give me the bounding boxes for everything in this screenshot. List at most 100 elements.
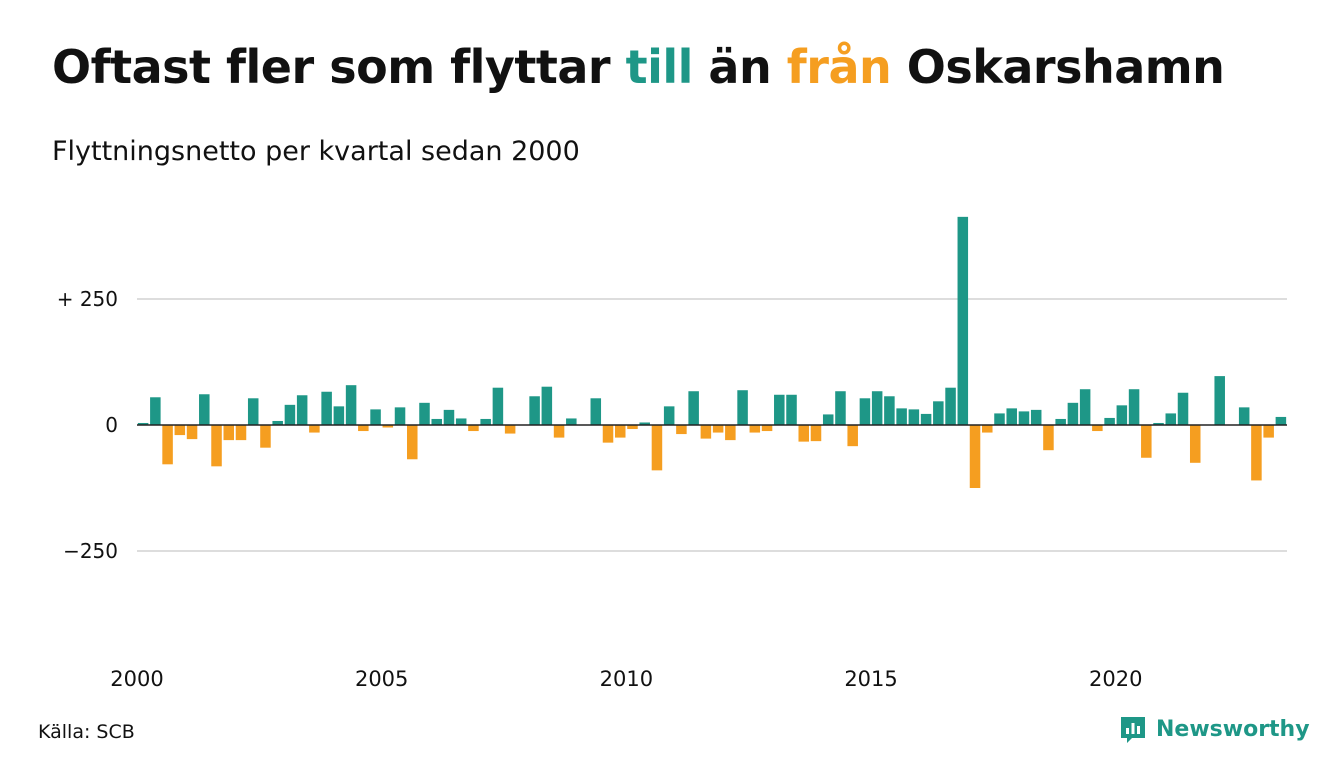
bar — [468, 425, 479, 432]
title-part-3: Oskarshamn — [891, 40, 1225, 94]
bar — [186, 425, 198, 440]
bar — [235, 425, 247, 441]
bar — [982, 425, 993, 433]
bar — [247, 398, 259, 425]
bar — [137, 422, 149, 425]
bar — [908, 409, 920, 425]
source-note: Källa: SCB — [38, 721, 135, 743]
bar — [700, 425, 712, 439]
bar — [1263, 425, 1274, 438]
bar — [174, 425, 186, 436]
bar — [737, 390, 748, 425]
bar — [676, 425, 687, 435]
bar — [602, 425, 614, 443]
bar — [443, 409, 455, 425]
bar — [712, 425, 724, 433]
bar — [822, 414, 834, 425]
x-tick-label: 2005 — [355, 667, 408, 691]
bar — [786, 394, 797, 425]
bar — [1177, 392, 1189, 425]
bar — [896, 408, 907, 425]
x-tick-label: 2010 — [600, 667, 653, 691]
bar — [492, 387, 504, 425]
title-fran: från — [786, 40, 892, 94]
bar — [370, 409, 381, 425]
bar — [150, 397, 161, 425]
bar — [1214, 376, 1225, 425]
bar — [321, 391, 332, 425]
bar — [1116, 405, 1128, 425]
bar-chart: + 250 0 −250 2000 2005 2010 2015 2020 — [57, 216, 1287, 691]
bar — [614, 425, 626, 438]
bar — [1067, 402, 1079, 425]
bar — [933, 401, 944, 425]
bar — [969, 425, 981, 488]
bar — [1251, 425, 1262, 481]
bar — [810, 425, 822, 442]
bar — [1141, 425, 1152, 458]
bar — [1165, 413, 1177, 425]
chart-subtitle: Flyttningsnetto per kvartal sedan 2000 — [52, 136, 580, 167]
bar — [994, 413, 1005, 425]
bar — [1006, 408, 1017, 425]
bar — [774, 394, 785, 425]
bar — [920, 413, 932, 425]
bar — [480, 418, 491, 425]
bar-chart-logo-icon — [1121, 717, 1145, 743]
brand-name: Newsworthy — [1156, 716, 1310, 742]
bar — [419, 402, 430, 425]
bar — [431, 418, 442, 425]
bar — [162, 425, 173, 465]
bar — [847, 425, 858, 447]
bar — [1043, 425, 1054, 451]
bar — [272, 420, 283, 425]
bar — [651, 425, 663, 471]
bar — [627, 425, 638, 430]
bar — [333, 406, 345, 425]
bar — [1104, 417, 1115, 425]
bar — [296, 395, 308, 425]
bar — [663, 406, 675, 425]
bar — [553, 425, 565, 438]
bar — [835, 391, 846, 425]
bar — [945, 387, 956, 425]
bar — [871, 391, 883, 425]
bar — [504, 425, 516, 434]
bar — [284, 404, 296, 425]
bar — [345, 385, 357, 425]
brand-logo: Newsworthy — [1118, 714, 1310, 744]
x-tick-label: 2015 — [844, 667, 897, 691]
bar — [639, 422, 650, 425]
y-tick-label: 0 — [105, 413, 118, 437]
bar — [590, 398, 602, 425]
bar — [309, 425, 320, 433]
bar — [957, 216, 969, 425]
bar — [260, 425, 271, 448]
bar — [394, 407, 406, 425]
bar — [1079, 389, 1091, 425]
title-part-1: Oftast fler som flyttar — [52, 40, 626, 94]
bar — [798, 425, 810, 442]
x-tick-label: 2020 — [1089, 667, 1142, 691]
bar — [199, 394, 210, 425]
bar — [1275, 416, 1287, 425]
bar — [211, 425, 222, 467]
y-tick-label: + 250 — [57, 287, 118, 311]
bar — [725, 425, 736, 441]
bar — [761, 425, 773, 432]
bar — [455, 418, 467, 425]
title-part-2: än — [692, 40, 787, 94]
bar — [1092, 425, 1103, 432]
bar — [566, 418, 577, 425]
bar — [1128, 389, 1140, 425]
bar — [688, 391, 699, 425]
bar — [407, 425, 418, 460]
bar — [749, 425, 761, 433]
bar — [1153, 422, 1164, 425]
bar — [1030, 409, 1042, 425]
bar — [1238, 407, 1250, 425]
bar — [1055, 418, 1066, 425]
bar — [382, 425, 394, 428]
y-tick-label: −250 — [63, 539, 118, 563]
bar — [1018, 411, 1030, 425]
